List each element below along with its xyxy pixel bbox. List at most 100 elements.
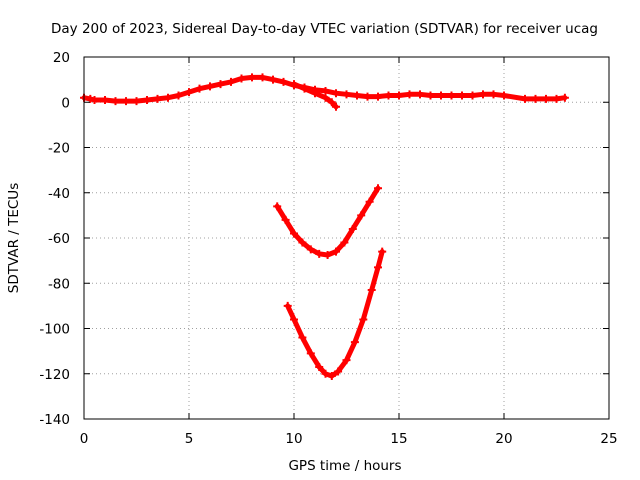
data-point (447, 91, 456, 100)
data-point (416, 90, 424, 99)
data-point (426, 91, 435, 100)
data-point (374, 263, 382, 272)
grid-lines (84, 57, 609, 419)
axes: 20 0 -20 -40 -60 -80 -100 -120 -140 0 5 10 15 20 25 (39, 50, 617, 447)
data-point (332, 102, 340, 111)
data-point (258, 73, 267, 82)
data-point (359, 315, 368, 324)
data-point (216, 80, 225, 89)
data-point (367, 286, 376, 295)
data-point (164, 93, 172, 102)
x-tick-label: 10 (285, 431, 302, 447)
data-point (334, 367, 343, 376)
series (283, 247, 387, 381)
x-tick-label: 15 (390, 431, 407, 447)
data-point (132, 97, 141, 106)
data-point (405, 90, 414, 99)
data-point (122, 97, 130, 106)
data-point (374, 184, 382, 193)
data-point (311, 89, 319, 98)
data-point (521, 94, 529, 103)
data-point (290, 80, 298, 89)
data-point (174, 91, 183, 100)
series-trail (285, 249, 385, 379)
data-point (353, 91, 361, 100)
data-point (321, 86, 330, 95)
data-point (300, 84, 309, 93)
data-point (273, 202, 282, 211)
data-point (374, 92, 382, 101)
data-point (237, 74, 246, 83)
y-tick-label: 20 (53, 50, 70, 66)
data-point (332, 89, 340, 98)
data-point (298, 333, 307, 342)
x-tick-label: 5 (185, 431, 194, 447)
data-point (357, 211, 366, 220)
y-tick-label: -40 (48, 186, 70, 202)
data-point (269, 75, 277, 84)
data-point (458, 91, 466, 100)
data-point (90, 95, 99, 104)
data-point (315, 362, 324, 371)
x-tick-label: 0 (80, 431, 89, 447)
y-tick-label: -60 (48, 231, 70, 247)
data-point (500, 91, 508, 100)
data-point (290, 229, 298, 238)
data-point (332, 247, 340, 256)
data-point (298, 238, 307, 247)
y-tick-label: -140 (39, 412, 70, 428)
chart-title: Day 200 of 2023, Sidereal Day-to-day VTE… (51, 21, 598, 37)
series (290, 80, 340, 111)
y-tick-label: -80 (48, 276, 70, 292)
data-point (306, 349, 315, 358)
series (273, 184, 382, 259)
data-point (468, 91, 477, 100)
data-point (248, 73, 256, 82)
data-point (384, 91, 393, 100)
data-point (279, 77, 288, 86)
data-point (321, 369, 330, 378)
x-tick-label: 20 (495, 431, 512, 447)
data-point (395, 91, 403, 100)
x-tick-label: 25 (600, 431, 617, 447)
data-point (437, 91, 445, 100)
series (80, 73, 569, 106)
data-point (560, 93, 569, 102)
data-point (101, 95, 109, 104)
data-point (489, 90, 498, 99)
y-tick-label: -100 (39, 322, 70, 338)
data-point (378, 247, 387, 256)
data-point (348, 224, 357, 233)
y-axis-label: SDTVAR / TECUs (6, 183, 22, 293)
data-point (315, 249, 324, 258)
data-point (290, 315, 298, 324)
data-point (323, 250, 332, 259)
data-point (479, 90, 487, 99)
series-trail (274, 185, 381, 258)
data-point (342, 90, 351, 99)
y-tick-label: 0 (61, 95, 70, 111)
data-point (195, 84, 204, 93)
y-tick-label: -120 (39, 367, 70, 383)
x-axis-label: GPS time / hours (288, 458, 401, 474)
data-point (542, 94, 550, 103)
data-point (350, 338, 359, 347)
data-point (327, 98, 336, 107)
data-point (143, 95, 151, 104)
data-point (86, 94, 95, 103)
data-point (306, 245, 315, 254)
data-point (227, 77, 235, 86)
data-point (363, 92, 372, 101)
data-point (327, 372, 336, 381)
data-point (340, 238, 349, 247)
data-point (206, 82, 214, 91)
data-point (281, 215, 290, 224)
data-point (531, 94, 540, 103)
data-point (365, 197, 374, 206)
data-point (153, 94, 162, 103)
y-tick-label: -20 (48, 141, 70, 157)
data-point (111, 97, 120, 106)
data-point (321, 93, 330, 102)
data-points (80, 73, 569, 381)
